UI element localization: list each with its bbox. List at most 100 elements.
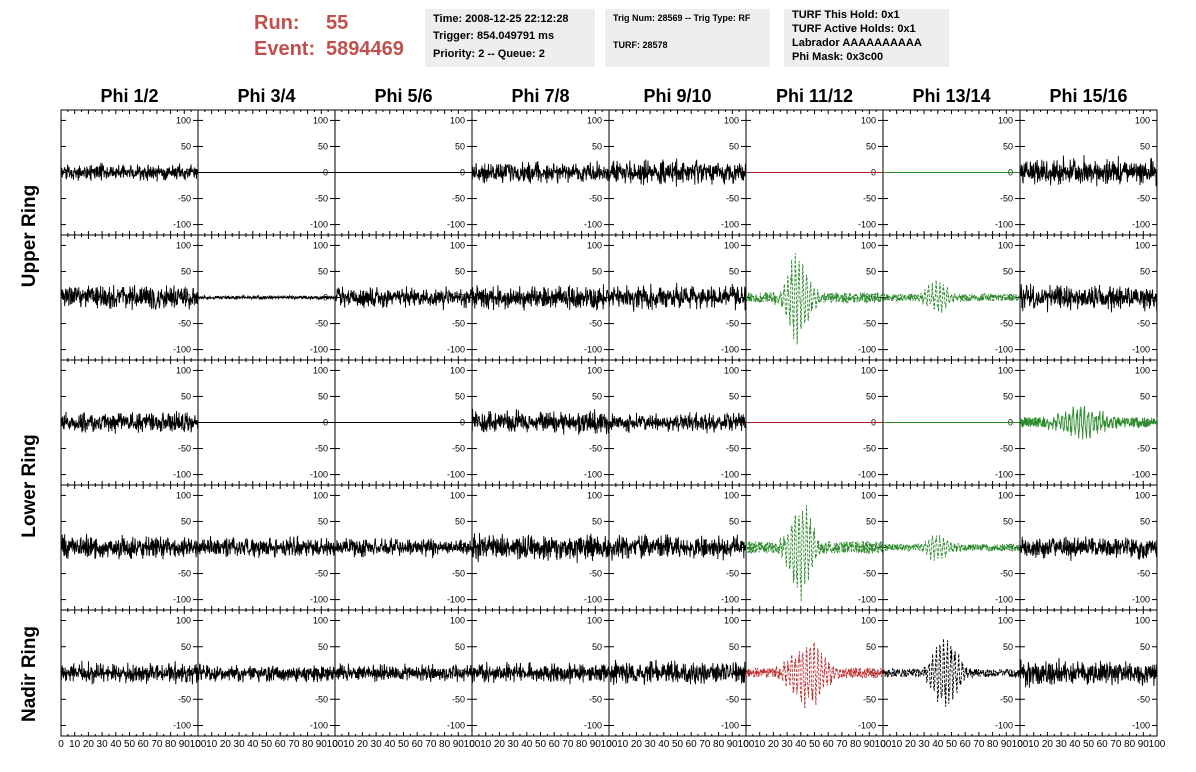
x-tick-label-c5-10: 100 [875,739,892,750]
y-tick-label-r2c5-1: -50 [863,444,876,454]
y-tick-label-r4c3-1: -50 [589,694,602,704]
y-tick-label-r0c7-3: 50 [1140,141,1150,151]
x-tick-label-c3-5: 50 [535,739,547,750]
y-tick-label-r4c3-3: 50 [592,642,602,652]
x-tick-label-c2-9: 90 [453,739,465,750]
y-tick-label-r0c2-3: 50 [455,141,465,151]
y-tick-label-r4c1-3: 50 [318,642,328,652]
x-tick-label-c4-6: 60 [686,739,698,750]
x-tick-label-c4-10: 100 [738,739,755,750]
x-tick-label-c0-4: 40 [110,739,122,750]
y-tick-label-r1c7-4: 100 [1135,240,1150,250]
y-tick-label-r0c1-3: 50 [318,141,328,151]
x-tick-label-c0-5: 50 [124,739,136,750]
y-tick-label-r1c1-4: 100 [313,240,328,250]
x-tick-label-c1-3: 30 [234,739,246,750]
y-tick-label-r1c1-1: -50 [315,319,328,329]
x-tick-label-c0-8: 80 [165,739,177,750]
waveform-line-r4c2 [334,663,473,683]
y-tick-label-r1c1-3: 50 [318,266,328,276]
x-tick-label-c1-7: 70 [288,739,300,750]
y-tick-label-r3c0-1: -50 [178,569,191,579]
x-tick-label-c7-10: 100 [1149,739,1166,750]
column-header-phi-13-14: Phi 13/14 [912,86,991,106]
y-tick-label-r3c1-4: 100 [313,490,328,500]
y-tick-label-r2c0-0: -100 [173,470,191,480]
turf-active-text: TURF Active Holds: 0x1 [792,23,916,35]
y-tick-label-r2c2-0: -100 [447,470,465,480]
y-tick-label-r3c3-1: -50 [589,569,602,579]
y-tick-label-r3c5-4: 100 [861,490,876,500]
x-tick-label-c2-2: 20 [357,739,369,750]
waveform-line-r3c0 [60,533,199,560]
y-tick-label-r0c4-3: 50 [729,141,739,151]
y-tick-label-r4c4-3: 50 [729,642,739,652]
y-tick-label-r2c0-4: 100 [176,365,191,375]
y-tick-label-r1c6-4: 100 [998,240,1013,250]
x-tick-label-c3-8: 80 [576,739,588,750]
y-tick-label-r2c7-3: 50 [1140,391,1150,401]
y-tick-label-r0c2-1: -50 [452,194,465,204]
x-tick-label-c2-3: 30 [371,739,383,750]
y-tick-label-r4c5-4: 100 [861,616,876,626]
y-tick-label-r3c4-0: -100 [721,595,739,605]
event-value: 5894469 [326,38,404,60]
y-tick-label-r4c1-1: -50 [315,694,328,704]
y-tick-label-r0c5-0: -100 [858,220,876,230]
y-tick-label-r4c4-4: 100 [724,616,739,626]
y-tick-label-r0c6-0: -100 [995,220,1013,230]
y-tick-label-r2c4-1: -50 [726,444,739,454]
column-header-phi-7-8: Phi 7/8 [511,86,570,106]
x-tick-label-c1-5: 50 [261,739,273,750]
x-tick-label-c2-4: 40 [384,739,396,750]
y-tick-label-r2c1-3: 50 [318,391,328,401]
y-tick-label-r4c5-3: 50 [866,642,876,652]
x-tick-label-c2-6: 60 [412,739,424,750]
y-tick-label-r1c0-4: 100 [176,240,191,250]
y-tick-label-r2c7-4: 100 [1135,365,1150,375]
x-tick-label-c5-6: 60 [823,739,835,750]
x-tick-label-c1-2: 20 [220,739,232,750]
y-tick-label-r1c4-4: 100 [724,240,739,250]
time-info-box: Time: 2008-12-25 22:12:28 Trigger: 854.0… [425,9,595,67]
y-tick-label-r3c5-1: -50 [863,569,876,579]
x-tick-label-c6-4: 40 [932,739,944,750]
y-tick-label-r4c2-0: -100 [447,721,465,731]
x-tick-label-c5-5: 50 [809,739,821,750]
x-tick-label-c4-1: 10 [617,739,629,750]
y-tick-label-r4c0-1: -50 [178,694,191,704]
y-tick-label-r2c2-1: -50 [452,444,465,454]
trigger-text: Trigger: 854.049791 ms [433,30,555,42]
y-tick-label-r2c5-0: -100 [858,470,876,480]
x-tick-label-c7-3: 30 [1056,739,1068,750]
x-tick-label-c1-9: 90 [316,739,328,750]
y-tick-label-r0c1-4: 100 [313,115,328,125]
y-tick-label-r1c5-0: -100 [858,345,876,355]
x-tick-label-c5-9: 90 [864,739,876,750]
y-tick-label-r3c2-4: 100 [450,490,465,500]
y-tick-label-r1c2-0: -100 [447,345,465,355]
waveform-panel-r3c0: -100 -50 0 50 100 [60,484,199,611]
waveform-panel-r3c5: -100 -50 0 50 100 [745,484,884,611]
y-tick-label-r0c2-0: -100 [447,220,465,230]
y-tick-label-r2c3-3: 50 [592,391,602,401]
x-tick-label-c0-6: 60 [138,739,150,750]
y-tick-label-r4c6-3: 50 [1003,642,1013,652]
y-tick-label-r3c6-1: -50 [1000,569,1013,579]
x-tick-label-c6-10: 100 [1012,739,1029,750]
y-tick-label-r2c0-3: 50 [181,391,191,401]
y-tick-label-r0c4-4: 100 [724,115,739,125]
x-tick-label-c6-1: 10 [891,739,903,750]
waveform-line-r3c5 [745,505,884,602]
y-tick-label-r1c4-1: -50 [726,319,739,329]
y-tick-label-r0c5-3: 50 [866,141,876,151]
x-tick-label-c4-4: 40 [658,739,670,750]
